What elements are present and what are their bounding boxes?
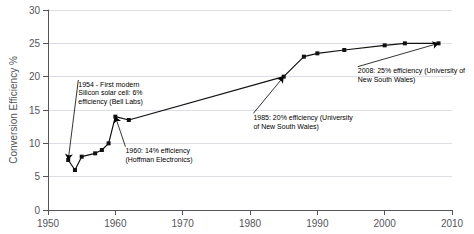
svg-text:5: 5 — [34, 171, 40, 182]
svg-text:1970: 1970 — [172, 218, 195, 229]
svg-text:2010: 2010 — [441, 218, 464, 229]
svg-text:30: 30 — [29, 5, 41, 16]
svg-text:1950: 1950 — [37, 218, 60, 229]
svg-text:New South Wales): New South Wales) — [358, 76, 416, 84]
svg-text:1980: 1980 — [239, 218, 262, 229]
svg-text:(Hoffman Electronics): (Hoffman Electronics) — [125, 156, 192, 164]
svg-text:Conversion Efficiency %: Conversion Efficiency % — [8, 56, 19, 164]
svg-text:0: 0 — [34, 205, 40, 216]
svg-text:20: 20 — [29, 71, 41, 82]
svg-text:10: 10 — [29, 138, 41, 149]
svg-text:2000: 2000 — [374, 218, 397, 229]
svg-text:efficiency (Bell Labs): efficiency (Bell Labs) — [78, 98, 142, 106]
svg-text:1954 - First modern: 1954 - First modern — [78, 81, 139, 88]
svg-text:Silicon solar cell: 6%: Silicon solar cell: 6% — [78, 89, 142, 96]
svg-text:15: 15 — [29, 105, 41, 116]
svg-text:1960: 14% efficiency: 1960: 14% efficiency — [125, 147, 190, 155]
svg-text:of New South Wales): of New South Wales) — [253, 123, 318, 131]
svg-text:1985: 20% efficiency (Universi: 1985: 20% efficiency (University — [253, 114, 353, 122]
svg-text:25: 25 — [29, 38, 41, 49]
svg-text:2008: 25% efficiency (Universi: 2008: 25% efficiency (University of — [358, 67, 465, 75]
svg-text:1990: 1990 — [306, 218, 329, 229]
svg-text:1960: 1960 — [104, 218, 127, 229]
